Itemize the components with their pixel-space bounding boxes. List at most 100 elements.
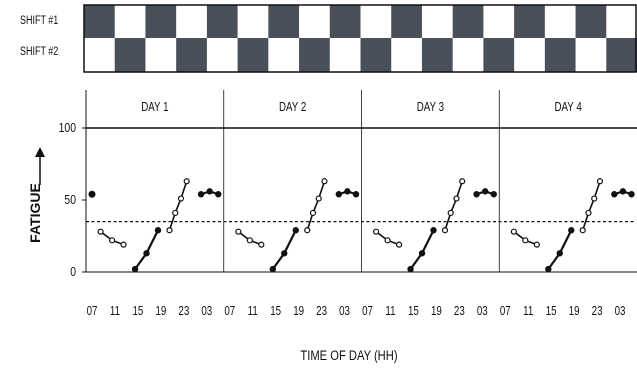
open-point [585,209,592,217]
open-point [395,241,403,248]
open-point [591,195,598,202]
shift1-cell [176,5,208,38]
open-point [304,227,311,234]
open-point [453,195,460,202]
day-label: DAY 2 [279,101,306,115]
fatigue-series [88,178,635,273]
x-tick-labels: 07 11 15 19 23 03 07 11 15 19 23 03 07 11 15 19 23 03 07 11… [87,305,626,319]
series-segment [547,229,573,270]
filled-point [131,265,139,273]
x-tick-label: 19 [431,305,442,319]
x-tick-label: 07 [362,305,373,319]
shift2-cell [360,38,392,72]
x-tick-label: 03 [615,305,626,319]
shift2-cell [606,38,637,72]
filled-point [344,188,351,195]
shift2-cell [84,38,116,72]
open-point [579,227,586,234]
series-segment [168,181,188,231]
shift2-cell [145,38,177,72]
open-point [533,241,540,248]
filled-point [197,191,205,198]
shift-schedule-strip [83,4,637,73]
series-segment [444,181,463,231]
x-tick-label: 23 [592,305,603,319]
x-tick-label: 15 [408,305,419,319]
shift1-cell [360,5,392,38]
plot-area [82,90,637,273]
x-tick-label: 19 [569,305,580,319]
open-point [183,178,190,185]
shift2-cell [206,38,239,72]
open-point [309,209,317,217]
x-tick-label: 03 [339,305,350,319]
open-point [108,237,116,244]
y-tick-label: 50 [64,193,76,207]
y-axis-label: FATIGUE [27,183,43,243]
filled-point [473,191,480,198]
shift1-cell [514,5,546,38]
open-point [258,241,265,248]
y-tick-labels: 0 50 100 [59,121,77,279]
shift-label: SHIFT #2 [20,45,58,59]
open-point [246,237,253,244]
shift2-cell [514,38,546,72]
series-segment [581,181,601,231]
filled-point [556,250,563,257]
open-point [315,195,322,202]
open-point [177,195,185,202]
filled-point [281,250,288,257]
day-labels: DAY 1 DAY 2 DAY 3 DAY 4 [141,101,582,115]
shift1-cell [452,5,484,38]
filled-point [269,265,276,273]
open-point [97,228,104,235]
shift2-cell [237,38,269,72]
day-label: DAY 4 [554,101,582,115]
open-point [596,178,604,185]
y-axis-arrow [35,147,45,185]
shift1-cell [544,5,577,38]
filled-point [292,227,299,234]
shift1-cell [391,5,423,38]
shift1-cell [237,5,269,38]
shift-labels: SHIFT #1 SHIFT #2 [20,14,58,59]
open-point [120,241,127,248]
filled-point [418,250,426,257]
filled-point [154,227,162,234]
open-point [235,228,242,235]
x-tick-label: 23 [178,305,189,319]
open-point [522,237,529,244]
shift2-cell [421,38,454,72]
x-tick-label: 11 [523,305,533,319]
x-tick-label: 23 [454,305,465,319]
filled-point [490,191,497,198]
filled-point [206,188,213,195]
filled-point [430,227,437,234]
x-tick-label: 15 [546,305,557,319]
shift1-cell [421,5,454,38]
open-point [459,178,466,185]
filled-point [481,188,489,195]
filled-point [545,265,552,273]
series-segment [134,229,159,270]
filled-point [215,191,222,198]
x-tick-label: 07 [500,305,511,319]
shift2-cell [114,38,146,72]
shift2-cell [329,38,361,72]
filled-point [143,250,150,257]
shift1-cell [84,5,116,38]
x-tick-label: 15 [270,305,281,319]
open-point [373,228,380,235]
filled-point [568,227,575,234]
shift1-cell [114,5,146,38]
x-tick-label: 11 [110,305,120,319]
shift1-cell [268,5,300,38]
shift1-cell [299,5,331,38]
shift2-cell [299,38,331,72]
filled-point [628,191,635,198]
shift1-cell [606,5,637,38]
shift-strip-border [83,4,637,73]
x-tick-label: 15 [132,305,143,319]
shift2-cell [391,38,423,72]
